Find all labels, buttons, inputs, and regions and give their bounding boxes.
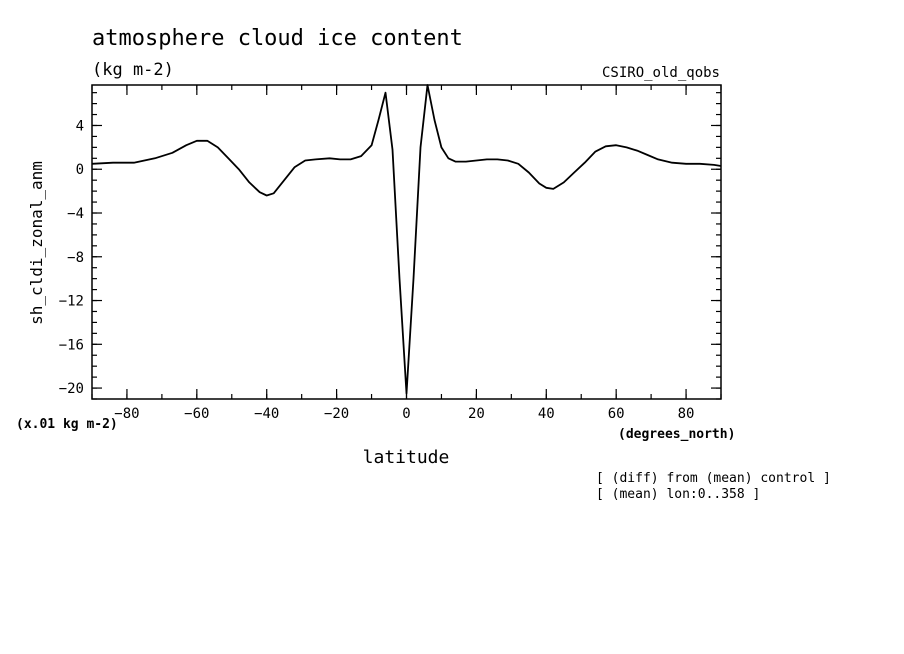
x-axis-label: latitude bbox=[363, 447, 450, 468]
x-tick-label: 0 bbox=[402, 406, 410, 422]
chart-title: atmosphere cloud ice content bbox=[92, 26, 463, 51]
x-tick-label: −60 bbox=[184, 406, 209, 422]
y-tick-label: −16 bbox=[59, 337, 84, 353]
x-tick-label: −80 bbox=[114, 406, 139, 422]
x-tick-label: 20 bbox=[468, 406, 485, 422]
diff-note: [ (diff) from (mean) control ] bbox=[596, 471, 831, 486]
y-tick-label: −12 bbox=[59, 294, 84, 310]
x-tick-label: 80 bbox=[678, 406, 695, 422]
y-axis-label: sh_cldi_zonal_anm bbox=[27, 161, 46, 325]
x-tick-label: 60 bbox=[608, 406, 625, 422]
y-tick-label: 4 bbox=[76, 118, 84, 134]
series-line bbox=[91, 84, 722, 395]
plot-frame bbox=[91, 84, 722, 400]
x-units-note: (degrees_north) bbox=[618, 427, 735, 442]
units-label: (kg m-2) bbox=[92, 60, 174, 80]
x-tick-label: −20 bbox=[324, 406, 349, 422]
x-tick-label: 40 bbox=[538, 406, 555, 422]
y-tick-label: −20 bbox=[59, 381, 84, 397]
y-tick-label: −8 bbox=[67, 250, 84, 266]
mean-note: [ (mean) lon:0..358 ] bbox=[596, 487, 760, 502]
model-label: CSIRO_old_qobs bbox=[602, 65, 720, 81]
y-tick-label: 0 bbox=[76, 162, 84, 178]
x-tick-label: −40 bbox=[254, 406, 279, 422]
scale-note: (x.01 kg m-2) bbox=[16, 417, 118, 432]
y-tick-label: −4 bbox=[67, 206, 84, 222]
